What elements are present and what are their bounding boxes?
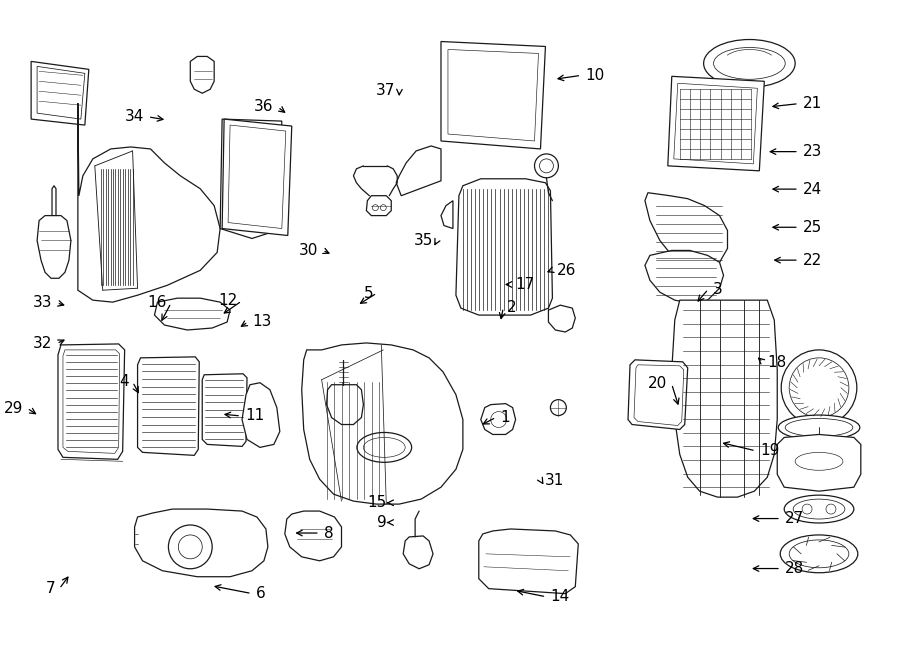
- Circle shape: [491, 412, 507, 428]
- Text: 27: 27: [785, 511, 805, 526]
- Polygon shape: [225, 125, 276, 231]
- Text: 6: 6: [256, 586, 266, 601]
- Polygon shape: [441, 201, 453, 229]
- Polygon shape: [138, 357, 199, 455]
- Text: 30: 30: [299, 243, 319, 258]
- Polygon shape: [674, 83, 757, 164]
- Circle shape: [789, 358, 849, 418]
- Circle shape: [178, 535, 202, 559]
- Text: 10: 10: [585, 68, 605, 83]
- Polygon shape: [548, 305, 575, 332]
- Text: 7: 7: [46, 582, 55, 596]
- Polygon shape: [456, 178, 553, 315]
- Text: 5: 5: [364, 286, 373, 301]
- Polygon shape: [135, 509, 268, 576]
- Ellipse shape: [784, 495, 854, 523]
- Circle shape: [551, 400, 566, 416]
- Ellipse shape: [795, 452, 843, 470]
- Ellipse shape: [357, 432, 411, 462]
- Circle shape: [381, 205, 386, 211]
- Text: 37: 37: [376, 83, 395, 98]
- Ellipse shape: [704, 40, 795, 87]
- Text: 3: 3: [713, 282, 722, 297]
- Text: 1: 1: [500, 410, 509, 425]
- Text: 28: 28: [785, 561, 805, 576]
- Polygon shape: [645, 193, 727, 268]
- Polygon shape: [634, 365, 684, 426]
- Ellipse shape: [780, 535, 858, 572]
- Text: 9: 9: [377, 515, 386, 530]
- Polygon shape: [668, 76, 764, 171]
- Polygon shape: [396, 146, 441, 196]
- Ellipse shape: [793, 499, 845, 519]
- Text: 34: 34: [124, 109, 144, 124]
- Text: 22: 22: [803, 253, 822, 268]
- Text: 35: 35: [414, 233, 433, 248]
- Polygon shape: [37, 66, 85, 119]
- Text: 17: 17: [516, 277, 535, 292]
- Text: 8: 8: [324, 525, 333, 541]
- Text: 2: 2: [508, 300, 517, 315]
- Polygon shape: [58, 344, 124, 459]
- Polygon shape: [63, 350, 120, 453]
- Text: 32: 32: [33, 336, 52, 351]
- Polygon shape: [366, 196, 392, 215]
- Polygon shape: [37, 215, 71, 278]
- Polygon shape: [32, 61, 89, 125]
- Polygon shape: [403, 536, 433, 568]
- Text: 19: 19: [760, 444, 779, 458]
- Text: 11: 11: [245, 408, 265, 424]
- Polygon shape: [202, 373, 247, 446]
- Ellipse shape: [778, 415, 860, 440]
- Circle shape: [781, 350, 857, 426]
- Text: 16: 16: [148, 295, 167, 311]
- Polygon shape: [628, 360, 688, 430]
- Text: 13: 13: [252, 315, 272, 329]
- Polygon shape: [284, 511, 341, 561]
- Polygon shape: [479, 529, 579, 594]
- Polygon shape: [448, 50, 538, 141]
- Circle shape: [373, 205, 378, 211]
- Text: 26: 26: [556, 262, 576, 278]
- Text: 14: 14: [550, 590, 570, 604]
- Circle shape: [539, 159, 554, 173]
- Text: 20: 20: [648, 376, 668, 391]
- Circle shape: [802, 504, 812, 514]
- Polygon shape: [481, 404, 516, 434]
- Polygon shape: [155, 298, 230, 330]
- Ellipse shape: [714, 48, 785, 79]
- Ellipse shape: [789, 540, 849, 568]
- Circle shape: [168, 525, 212, 568]
- Circle shape: [826, 504, 836, 514]
- Text: 33: 33: [33, 295, 52, 311]
- Text: 25: 25: [803, 219, 822, 235]
- Text: 18: 18: [767, 354, 787, 369]
- Polygon shape: [441, 42, 545, 149]
- Text: 21: 21: [803, 96, 822, 111]
- Polygon shape: [190, 56, 214, 93]
- Ellipse shape: [364, 438, 405, 457]
- Ellipse shape: [785, 418, 853, 436]
- Text: 23: 23: [803, 144, 823, 159]
- Polygon shape: [228, 125, 286, 229]
- Polygon shape: [671, 300, 778, 497]
- Text: 31: 31: [545, 473, 564, 488]
- Text: 24: 24: [803, 182, 822, 196]
- Text: 36: 36: [254, 99, 274, 114]
- Polygon shape: [327, 385, 364, 424]
- Polygon shape: [222, 119, 292, 235]
- Text: 4: 4: [119, 374, 129, 389]
- Text: 29: 29: [4, 401, 23, 416]
- Polygon shape: [778, 434, 860, 491]
- Polygon shape: [302, 343, 463, 504]
- Polygon shape: [220, 119, 282, 239]
- Text: 12: 12: [219, 293, 238, 309]
- Text: 15: 15: [367, 495, 386, 510]
- Polygon shape: [242, 383, 280, 447]
- Circle shape: [535, 154, 558, 178]
- Polygon shape: [645, 251, 724, 303]
- Polygon shape: [78, 103, 220, 302]
